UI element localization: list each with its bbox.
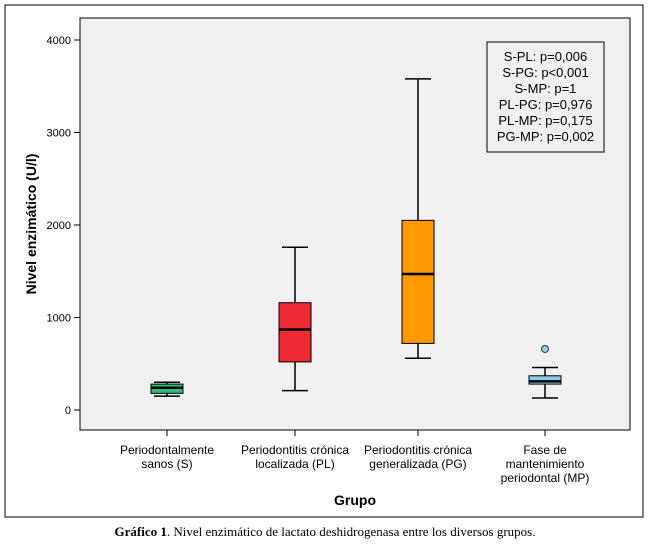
y-tick-label: 4000 <box>47 35 71 47</box>
x-tick-label-line: periodontal (MP) <box>501 471 590 485</box>
x-axis-title: Grupo <box>334 492 376 508</box>
y-axis-title: Nivel enzimático (U/l) <box>23 154 39 295</box>
p-value-line: S-PG: p<0,001 <box>502 65 588 80</box>
iqr-box <box>528 375 562 385</box>
box-series <box>150 78 562 399</box>
x-tick-label: Fase de mantenimiento periodontal (MP) <box>501 443 590 485</box>
outlier-point <box>541 344 549 353</box>
y-tick-label: 3000 <box>47 128 71 140</box>
x-tick-label-line: Periodontitis crónica <box>241 443 349 457</box>
y-tick-label: 1000 <box>47 313 71 325</box>
x-tick-label-line: localizada (PL) <box>255 457 334 471</box>
x-tick-label-line: sanos (S) <box>141 457 192 471</box>
iqr-box <box>278 302 312 363</box>
x-tick-label-line: Periodontalmente <box>120 443 214 457</box>
x-tick-label-line: mantenimiento <box>506 457 585 471</box>
p-value-line: PL-PG: p=0,976 <box>499 97 593 112</box>
x-tick-label: Periodontitis crónica localizada (PL) <box>241 443 349 471</box>
caption-label: Gráfico 1 <box>114 524 167 539</box>
box-1 <box>150 381 184 397</box>
x-tick-label-line: generalizada (PG) <box>369 457 466 471</box>
caption-text: . Nivel enzimático de lactato deshidroge… <box>166 524 536 539</box>
figure-caption: Gráfico 1. Nivel enzimático de lactato d… <box>0 524 650 540</box>
p-value-box-border <box>486 41 605 153</box>
box-2 <box>278 246 312 392</box>
box-4 <box>528 344 562 399</box>
y-axis: 0 1000 2000 3000 4000 <box>47 35 80 417</box>
x-tick-label-line: Periodontitis crónica <box>364 443 472 457</box>
x-tick-label: Periodontitis crónica generalizada (PG) <box>364 443 472 471</box>
boxplot-chart: 0 1000 2000 3000 4000 Periodontalmente sanos … <box>4 4 644 518</box>
x-axis: Periodontalmente sanos (S) Periodontitis c… <box>120 430 589 485</box>
y-tick-label: 2000 <box>47 220 71 232</box>
y-tick-label: 0 <box>65 405 71 417</box>
x-tick-label-line: Fase de <box>523 443 567 457</box>
x-tick-label: Periodontalmente sanos (S) <box>120 443 214 471</box>
p-value-line: PL-MP: p=0,175 <box>498 113 592 128</box>
p-value-line: S-MP: p=1 <box>515 81 577 96</box>
iqr-box <box>401 219 435 344</box>
box-3 <box>401 78 435 359</box>
p-value-line: S-PL: p=0,006 <box>504 49 587 64</box>
p-value-line: PG-MP: p=0,002 <box>497 129 594 144</box>
